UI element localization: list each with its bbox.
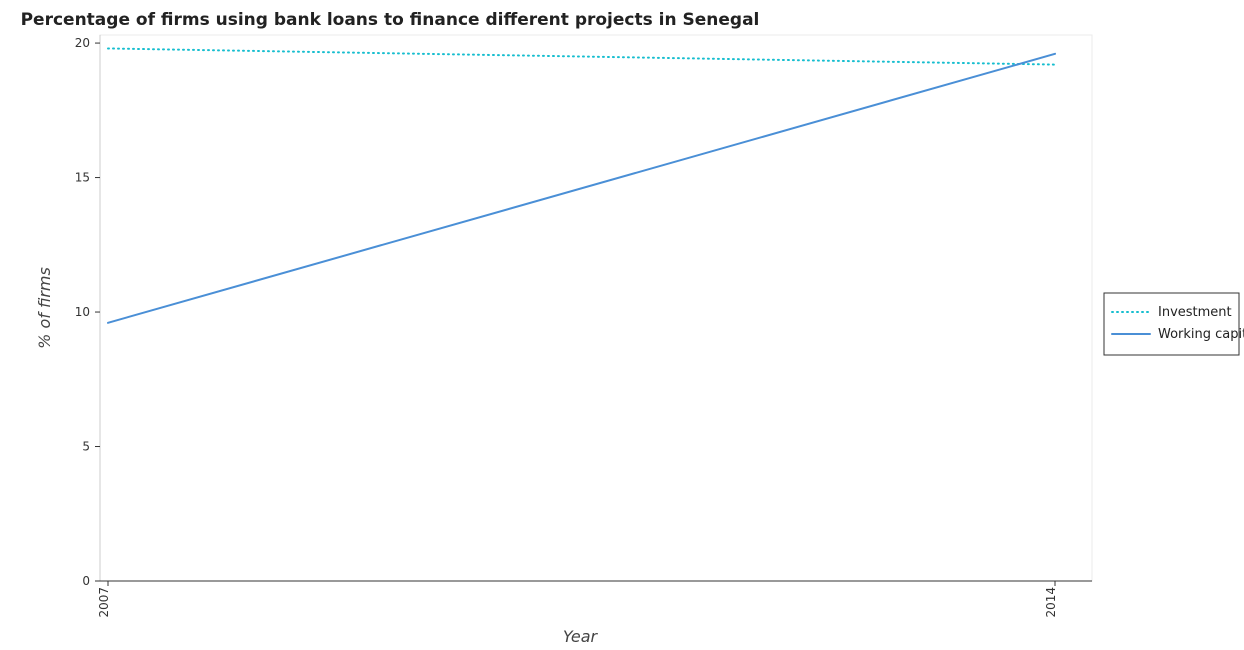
y-tick-label: 10 xyxy=(75,305,90,319)
x-ticks: 2007 2014 xyxy=(97,581,1058,618)
x-axis-title: Year xyxy=(563,627,599,646)
series-line-working-capital xyxy=(107,52,1056,324)
legend-box xyxy=(1103,292,1240,356)
legend-label-working-capital: Working capital xyxy=(1158,327,1244,342)
chart-title: Percentage of firms using bank loans to … xyxy=(21,10,760,30)
y-tick-label: 20 xyxy=(75,36,90,50)
y-tick-label: 15 xyxy=(75,171,90,185)
plot-area xyxy=(99,34,1093,582)
x-tick-label: 2007 xyxy=(97,587,111,618)
y-ticks: 0 5 10 15 20 xyxy=(75,36,100,588)
y-tick-label: 0 xyxy=(82,574,90,588)
series-line-investment xyxy=(107,47,1056,66)
y-tick-label: 5 xyxy=(82,440,90,454)
series-layer xyxy=(107,47,1056,324)
x-tick-label: 2014 xyxy=(1044,587,1058,618)
y-axis-title: % of firms xyxy=(35,267,54,349)
legend-label-investment: Investment xyxy=(1158,305,1232,320)
legend: Investment Working capital xyxy=(1103,292,1244,356)
